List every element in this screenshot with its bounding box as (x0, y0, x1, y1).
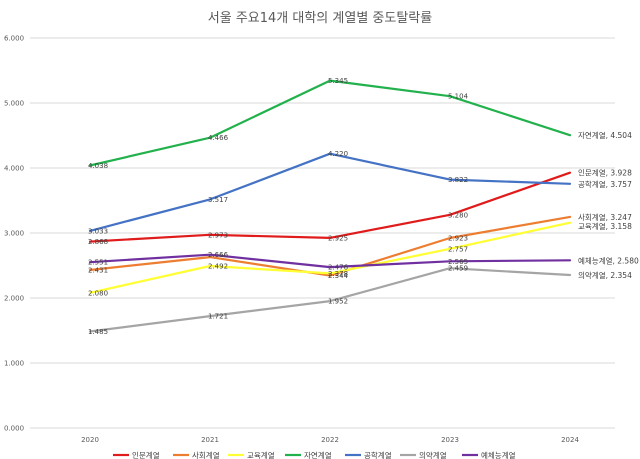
data-label: 2.344 (328, 272, 349, 280)
data-point (569, 171, 571, 174)
data-point (89, 240, 91, 243)
data-point (329, 237, 331, 239)
data-label: 2.431 (88, 266, 108, 274)
data-point (569, 274, 571, 276)
legend-label: 의약계열 (419, 450, 447, 459)
legend-label: 사회계열 (192, 450, 220, 459)
x-tick-label: 2024 (561, 436, 579, 444)
y-tick-label: 4.000 (4, 165, 24, 173)
data-label: 2.378 (328, 270, 348, 278)
data-point (209, 256, 211, 258)
data-label: 2.925 (328, 234, 348, 242)
series-end-label: 공학계열, 3.757 (578, 179, 632, 189)
data-point (449, 247, 451, 250)
data-point (89, 292, 91, 294)
grid-lines (30, 37, 615, 429)
data-label: 2.080 (88, 289, 108, 297)
data-label: 3.822 (448, 176, 468, 184)
data-label: 3.517 (208, 196, 228, 204)
data-point (209, 253, 211, 256)
data-point (329, 300, 331, 302)
data-point (209, 136, 211, 139)
y-tick-label: 1.000 (4, 360, 24, 368)
data-point (449, 178, 451, 181)
data-label: 2.923 (448, 235, 468, 243)
data-point (449, 260, 451, 263)
data-point (449, 214, 451, 216)
data-label: 2.757 (448, 245, 468, 253)
data-label: 1.721 (208, 313, 228, 321)
series-end-label: 교육계열, 3.158 (578, 221, 632, 231)
data-point (569, 134, 571, 137)
data-point (209, 233, 211, 236)
data-label: 2.551 (88, 259, 108, 267)
data-label: 4.220 (328, 150, 348, 158)
data-point (329, 272, 331, 275)
data-point (569, 216, 571, 218)
data-point (89, 269, 91, 271)
x-tick-label: 2021 (201, 436, 219, 444)
series-lines (88, 79, 572, 333)
series-line-5 (88, 152, 572, 232)
data-point (569, 221, 571, 224)
legend-label: 교육계열 (247, 450, 275, 459)
data-point (329, 266, 331, 268)
data-label: 2.459 (448, 265, 468, 273)
data-label: 3.280 (448, 211, 468, 219)
data-point (329, 79, 331, 82)
legend-label: 공학계열 (364, 450, 392, 459)
data-point (89, 261, 91, 263)
data-label: 2.973 (208, 231, 228, 239)
data-point (209, 198, 211, 201)
data-labels: 2.868 2.973 2.925 3.280 2.431 2.344 2.923 2.080… (88, 77, 639, 336)
data-label: 3.033 (88, 227, 108, 235)
data-label: 2.868 (88, 238, 108, 246)
data-label: 1.952 (328, 298, 348, 306)
data-label: 5.104 (448, 93, 469, 101)
y-axis-ticks: 0.000 1.000 2.000 3.000 4.000 5.000 6.000 (4, 35, 24, 433)
data-point (329, 274, 331, 277)
series-end-label: 자연계열, 4.504 (578, 130, 632, 140)
x-tick-label: 2022 (321, 436, 339, 444)
y-tick-label: 5.000 (4, 100, 24, 108)
data-point (569, 182, 571, 185)
series-line-1 (88, 171, 572, 243)
legend-label: 자연계열 (304, 450, 332, 459)
legend-label: 인문계열 (132, 450, 160, 459)
series-end-label: 인문계열, 3.928 (578, 168, 632, 178)
x-axis-ticks: 2020 2021 2022 2023 2024 (81, 436, 579, 444)
y-tick-label: 2.000 (4, 295, 24, 303)
series-end-label: 의약계열, 2.354 (578, 270, 632, 280)
data-label: 2.565 (448, 258, 468, 266)
data-label: 2.476 (328, 264, 349, 272)
data-point (89, 230, 91, 232)
data-point (209, 315, 211, 317)
y-tick-label: 3.000 (4, 230, 24, 238)
legend-label: 예체능계열 (481, 450, 516, 459)
data-point (449, 95, 451, 98)
series-end-label: 사회계열, 3.247 (578, 212, 632, 222)
data-label: 2.492 (208, 263, 228, 271)
data-label: 5.345 (328, 77, 348, 85)
data-label: 4.466 (208, 134, 229, 142)
series-end-label: 예체능계열, 2.580 (578, 255, 639, 265)
data-label: 4.038 (88, 162, 108, 170)
x-tick-label: 2023 (441, 436, 459, 444)
data-point (449, 267, 451, 269)
y-tick-label: 6.000 (4, 35, 24, 43)
y-tick-label: 0.000 (4, 425, 24, 433)
legend: 인문계열 사회계열 교육계열 자연계열 공학계열 의약계열 예체능계열 (113, 450, 516, 459)
data-point (89, 164, 91, 167)
data-point (569, 259, 571, 262)
chart-title: 서울 주요14개 대학의 계열별 중도탈락률 (208, 11, 432, 26)
data-point (209, 265, 211, 267)
data-label: 1.485 (88, 328, 108, 336)
x-tick-label: 2020 (81, 436, 99, 444)
data-point (89, 330, 91, 333)
data-point (449, 237, 451, 239)
data-point (329, 152, 331, 155)
data-label: 2.666 (208, 251, 229, 259)
